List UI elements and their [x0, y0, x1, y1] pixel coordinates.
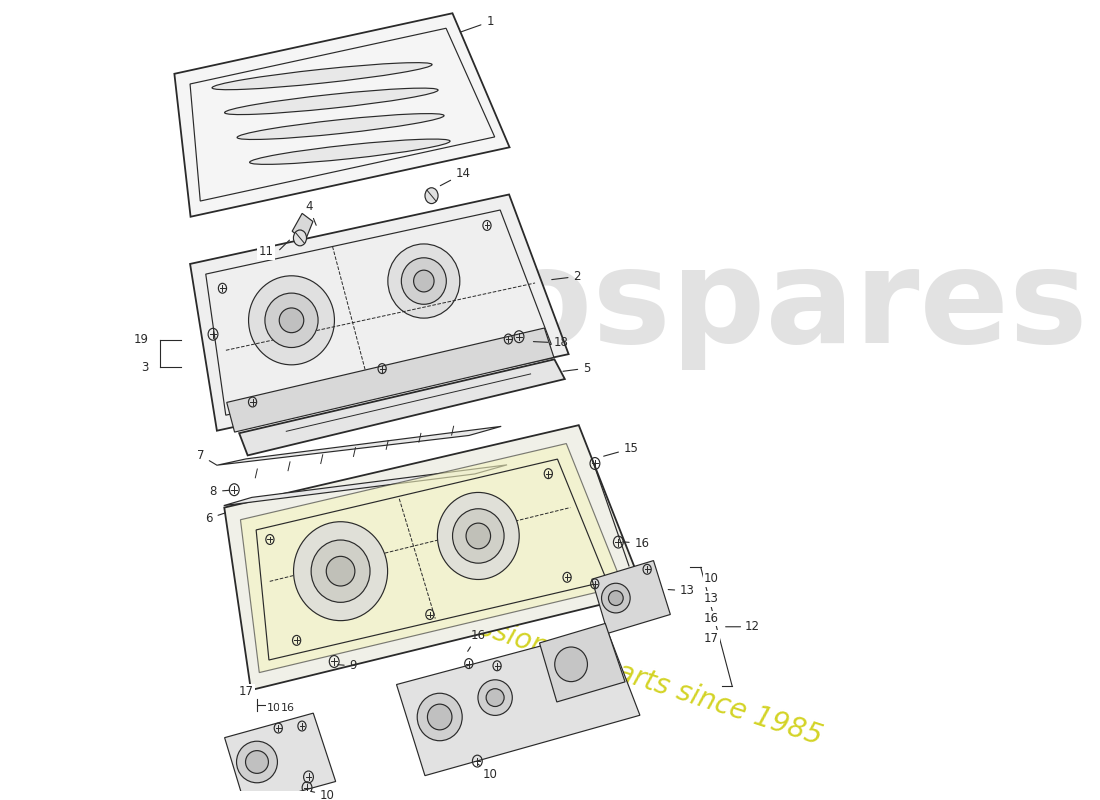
Text: 10: 10: [310, 789, 336, 800]
Text: 8: 8: [210, 485, 230, 498]
Ellipse shape: [417, 694, 462, 741]
Polygon shape: [592, 561, 670, 634]
Text: 16: 16: [280, 703, 295, 713]
Ellipse shape: [327, 556, 355, 586]
Text: 12: 12: [745, 620, 760, 634]
Ellipse shape: [608, 590, 624, 606]
Text: 17: 17: [704, 632, 719, 645]
Ellipse shape: [279, 308, 304, 333]
Text: a passion for parts since 1985: a passion for parts since 1985: [418, 594, 825, 751]
Text: 6: 6: [205, 512, 225, 525]
Circle shape: [294, 230, 307, 246]
Ellipse shape: [238, 114, 444, 139]
Polygon shape: [227, 328, 554, 432]
Ellipse shape: [249, 276, 334, 365]
Ellipse shape: [265, 293, 318, 347]
Text: 15: 15: [604, 442, 639, 456]
Text: 13: 13: [704, 592, 719, 605]
Ellipse shape: [212, 62, 432, 90]
Text: eurospares: eurospares: [253, 243, 1088, 370]
Polygon shape: [218, 426, 502, 465]
Polygon shape: [239, 359, 564, 455]
Ellipse shape: [452, 509, 504, 563]
Text: 11: 11: [258, 245, 273, 258]
Polygon shape: [175, 14, 509, 217]
Ellipse shape: [236, 742, 277, 782]
Ellipse shape: [438, 493, 519, 579]
Polygon shape: [396, 628, 640, 776]
Ellipse shape: [428, 704, 452, 730]
Ellipse shape: [294, 522, 387, 621]
Ellipse shape: [402, 258, 447, 304]
Polygon shape: [224, 425, 645, 690]
Polygon shape: [224, 713, 336, 800]
Text: 7: 7: [197, 449, 217, 466]
Text: 9: 9: [338, 659, 358, 673]
Ellipse shape: [477, 680, 513, 715]
Text: 13: 13: [668, 584, 695, 598]
Ellipse shape: [414, 270, 435, 292]
Ellipse shape: [554, 647, 587, 682]
Ellipse shape: [245, 750, 268, 774]
Polygon shape: [293, 214, 312, 241]
Polygon shape: [190, 194, 569, 430]
Text: 4: 4: [305, 200, 316, 226]
Circle shape: [425, 188, 438, 203]
Polygon shape: [539, 623, 625, 702]
Text: 3: 3: [141, 361, 149, 374]
Ellipse shape: [388, 244, 460, 318]
Ellipse shape: [311, 540, 370, 602]
Text: 19: 19: [133, 333, 148, 346]
Polygon shape: [241, 443, 623, 673]
Text: 16: 16: [468, 629, 485, 651]
Text: 5: 5: [563, 362, 591, 374]
Text: 10: 10: [478, 764, 497, 781]
Text: 1: 1: [460, 15, 494, 32]
Text: 16: 16: [704, 612, 719, 625]
Ellipse shape: [466, 523, 491, 549]
Polygon shape: [223, 465, 507, 506]
Text: 18: 18: [534, 337, 569, 350]
Text: 10: 10: [704, 572, 719, 586]
Ellipse shape: [250, 139, 450, 164]
Ellipse shape: [602, 583, 630, 613]
Text: 14: 14: [440, 167, 471, 186]
Text: 17: 17: [239, 685, 253, 698]
Text: 2: 2: [552, 270, 581, 283]
Ellipse shape: [486, 689, 504, 706]
Text: 16: 16: [623, 537, 650, 550]
Text: 10: 10: [267, 703, 282, 713]
Ellipse shape: [224, 88, 438, 114]
